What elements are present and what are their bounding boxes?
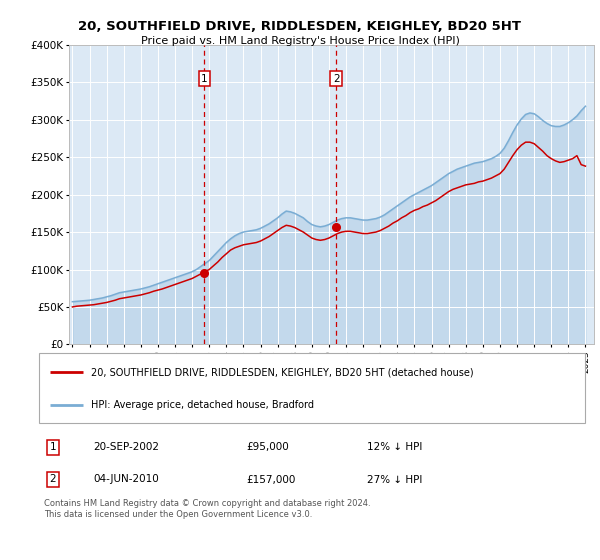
Text: 27% ↓ HPI: 27% ↓ HPI [367, 474, 422, 484]
Text: 20-SEP-2002: 20-SEP-2002 [94, 442, 160, 452]
Text: 2: 2 [333, 73, 340, 83]
Text: HPI: Average price, detached house, Bradford: HPI: Average price, detached house, Brad… [91, 400, 314, 410]
Text: £95,000: £95,000 [247, 442, 289, 452]
FancyBboxPatch shape [39, 353, 585, 423]
Text: 2: 2 [49, 474, 56, 484]
Text: 12% ↓ HPI: 12% ↓ HPI [367, 442, 422, 452]
Text: 1: 1 [201, 73, 208, 83]
Text: 20, SOUTHFIELD DRIVE, RIDDLESDEN, KEIGHLEY, BD20 5HT: 20, SOUTHFIELD DRIVE, RIDDLESDEN, KEIGHL… [79, 20, 521, 32]
Text: £157,000: £157,000 [247, 474, 296, 484]
Text: Contains HM Land Registry data © Crown copyright and database right 2024.
This d: Contains HM Land Registry data © Crown c… [44, 500, 371, 519]
Text: 04-JUN-2010: 04-JUN-2010 [94, 474, 160, 484]
Text: Price paid vs. HM Land Registry's House Price Index (HPI): Price paid vs. HM Land Registry's House … [140, 36, 460, 46]
Text: 20, SOUTHFIELD DRIVE, RIDDLESDEN, KEIGHLEY, BD20 5HT (detached house): 20, SOUTHFIELD DRIVE, RIDDLESDEN, KEIGHL… [91, 367, 473, 377]
Text: 1: 1 [49, 442, 56, 452]
